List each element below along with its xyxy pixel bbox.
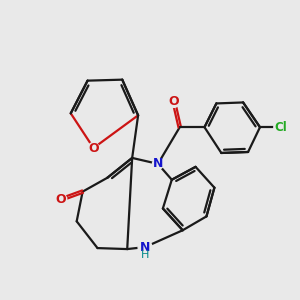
- Circle shape: [138, 240, 152, 254]
- Text: O: O: [169, 95, 179, 108]
- Text: O: O: [88, 142, 99, 154]
- Text: Cl: Cl: [274, 121, 287, 134]
- Circle shape: [168, 95, 180, 107]
- Circle shape: [88, 142, 99, 154]
- Circle shape: [152, 158, 164, 169]
- Text: O: O: [56, 193, 66, 206]
- Circle shape: [274, 120, 288, 134]
- Text: H: H: [141, 250, 149, 260]
- Text: N: N: [153, 158, 163, 170]
- Text: N: N: [140, 241, 150, 254]
- Circle shape: [55, 194, 67, 206]
